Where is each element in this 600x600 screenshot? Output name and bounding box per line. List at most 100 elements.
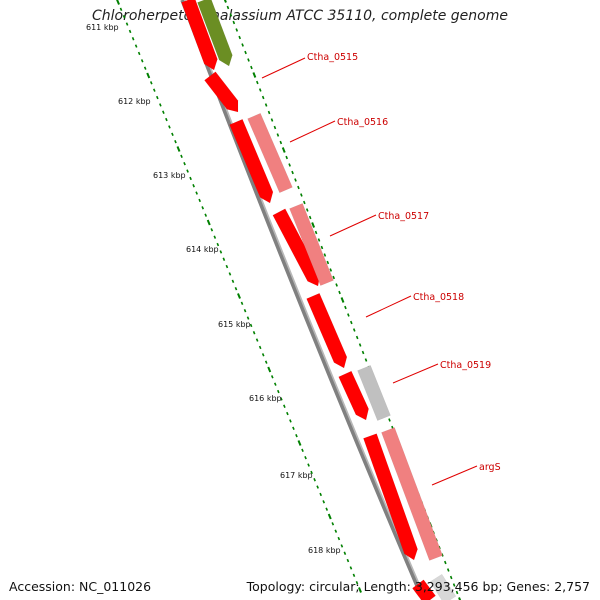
outer-tick-12 [258, 88, 262, 92]
scale-tick-3 [125, 22, 129, 26]
outer-tick-17 [273, 125, 277, 130]
tick-label-5: 616 kbp [249, 394, 282, 403]
outer-tick-29 [308, 215, 312, 220]
scale-tick-80 [358, 587, 362, 593]
gene-leader-line-5 [431, 465, 478, 486]
tick-label-3: 614 kbp [186, 245, 219, 254]
feature-red-1 [181, 0, 218, 71]
scale-tick-7 [137, 51, 141, 56]
accession-text: Accession: NC_011026 [9, 579, 152, 594]
outer-tick-78 [452, 583, 456, 587]
scale-tick-21 [180, 154, 183, 159]
outer-tick-39 [338, 290, 341, 295]
outer-tick-4 [235, 28, 239, 32]
scale-tick-70 [327, 513, 332, 520]
scale-tick-36 [225, 264, 229, 269]
scale-tick-0 [116, 0, 120, 5]
scale-tick-9 [143, 66, 147, 70]
scale-tick-23 [186, 169, 189, 173]
outer-tick-5 [238, 35, 241, 40]
feature-gray-2 [429, 573, 457, 600]
outer-tick-33 [320, 245, 324, 250]
scale-tick-42 [243, 309, 247, 313]
outer-tick-56 [388, 418, 391, 422]
scale-tick-43 [246, 316, 250, 320]
scale-tick-6 [134, 44, 138, 48]
scale-tick-78 [352, 573, 356, 577]
scale-tick-37 [228, 272, 232, 276]
scale-tick-69 [325, 507, 329, 511]
tick-label-4: 615 kbp [218, 320, 251, 329]
scale-tick-32 [213, 235, 217, 239]
outer-tick-10 [252, 72, 257, 78]
outer-tick-20 [281, 147, 286, 153]
feature-pink-3 [381, 427, 443, 561]
outer-tick-8 [247, 58, 250, 62]
gene-leader-line-3 [365, 295, 412, 318]
scale-tick-77 [349, 566, 353, 570]
scale-tick-63 [307, 463, 310, 467]
scale-tick-74 [340, 544, 344, 548]
scale-tick-13 [156, 95, 159, 100]
scale-tick-18 [171, 132, 174, 136]
gene-leader-line-0 [261, 57, 306, 79]
scale-tick-28 [201, 206, 205, 210]
scale-tick-49 [264, 360, 268, 364]
scale-tick-20 [176, 146, 181, 152]
outer-tick-13 [261, 95, 265, 100]
scale-tick-27 [198, 198, 201, 203]
gene-leader-line-4 [392, 363, 439, 384]
gene-leader-line-2 [329, 214, 377, 237]
scale-tick-50 [267, 366, 272, 373]
outer-tick-74 [441, 553, 444, 557]
tick-label-0: 611 kbp [86, 23, 119, 32]
gene-label-5: argS [479, 462, 501, 473]
outer-tick-28 [305, 208, 309, 212]
scale-tick-41 [240, 301, 244, 306]
scale-tick-66 [316, 485, 319, 489]
scale-tick-34 [219, 250, 223, 254]
scale-tick-10 [146, 72, 151, 79]
feature-red-5 [306, 292, 348, 369]
outer-tick-80 [458, 597, 462, 600]
scale-tick-51 [270, 375, 274, 379]
scale-tick-40 [237, 293, 241, 299]
outer-tick-23 [291, 170, 294, 175]
scale-tick-25 [192, 184, 195, 188]
scale-tick-15 [162, 110, 165, 114]
outer-tick-3 [232, 20, 236, 25]
tick-label-1: 612 kbp [118, 97, 151, 106]
outer-tick-37 [332, 275, 335, 280]
outer-tick-38 [335, 283, 338, 287]
tick-label-6: 617 kbp [280, 471, 313, 480]
scale-tick-67 [319, 492, 322, 497]
scale-tick-56 [286, 411, 289, 416]
scale-tick-46 [255, 338, 259, 342]
scale-tick-59 [295, 433, 298, 438]
scale-tick-76 [346, 558, 350, 563]
outer-tick-35 [326, 260, 330, 265]
outer-tick-14 [264, 103, 268, 107]
scale-tick-57 [289, 419, 292, 423]
scale-tick-39 [234, 286, 238, 291]
outer-tick-11 [256, 80, 259, 85]
gene-label-3: Ctha_0518 [413, 292, 464, 303]
gene-label-0: Ctha_0515 [307, 52, 358, 63]
scale-tick-29 [204, 213, 208, 217]
scale-tick-35 [222, 257, 226, 261]
scale-tick-45 [252, 331, 256, 335]
scale-tick-58 [292, 426, 295, 430]
scale-tick-31 [210, 228, 214, 232]
scale-tick-52 [273, 382, 277, 386]
scale-tick-16 [165, 117, 168, 122]
gene-label-1: Ctha_0516 [337, 117, 388, 128]
outer-tick-40 [340, 297, 345, 303]
outer-tick-46 [358, 343, 362, 347]
outer-tick-42 [347, 313, 350, 317]
scale-tick-48 [261, 353, 265, 357]
scale-tick-33 [216, 242, 220, 247]
outer-tick-77 [449, 575, 453, 580]
outer-tick-22 [288, 163, 291, 167]
outer-tick-32 [317, 238, 321, 242]
